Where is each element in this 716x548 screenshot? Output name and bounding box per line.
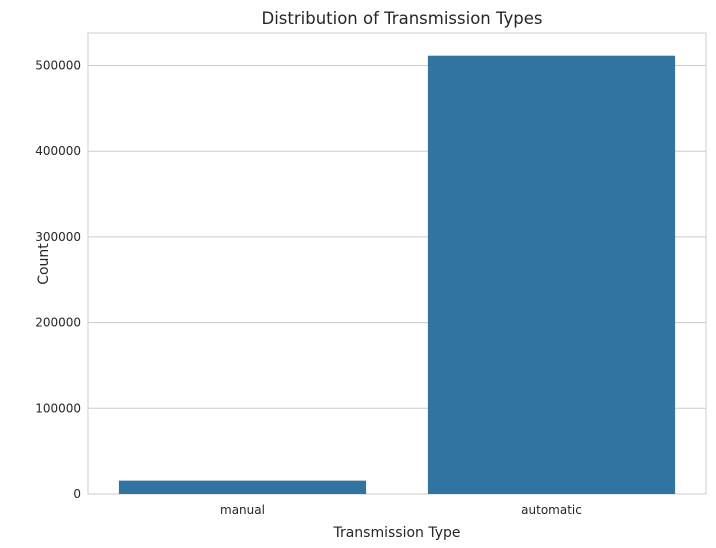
chart-title: Distribution of Transmission Types [262, 9, 543, 28]
bars [118, 55, 676, 495]
y-tick-label-1: 100000 [35, 401, 81, 415]
x-tick-label-automatic: automatic [521, 503, 582, 517]
y-tick-label-4: 400000 [35, 144, 81, 158]
plot-frame [87, 32, 707, 495]
y-tick-labels: 0 100000 200000 300000 400000 500000 [35, 59, 81, 501]
bar-manual [118, 480, 367, 494]
x-tick-label-manual: manual [220, 503, 265, 517]
bar-automatic [427, 55, 676, 495]
y-axis-label: Count [36, 243, 52, 285]
x-tick-labels: manual automatic [220, 503, 582, 517]
y-tick-label-5: 500000 [35, 59, 81, 73]
y-tick-label-0: 0 [73, 487, 81, 501]
x-axis-label: Transmission Type [332, 525, 460, 541]
y-tick-label-3: 300000 [35, 230, 81, 244]
y-tick-label-2: 200000 [35, 316, 81, 330]
